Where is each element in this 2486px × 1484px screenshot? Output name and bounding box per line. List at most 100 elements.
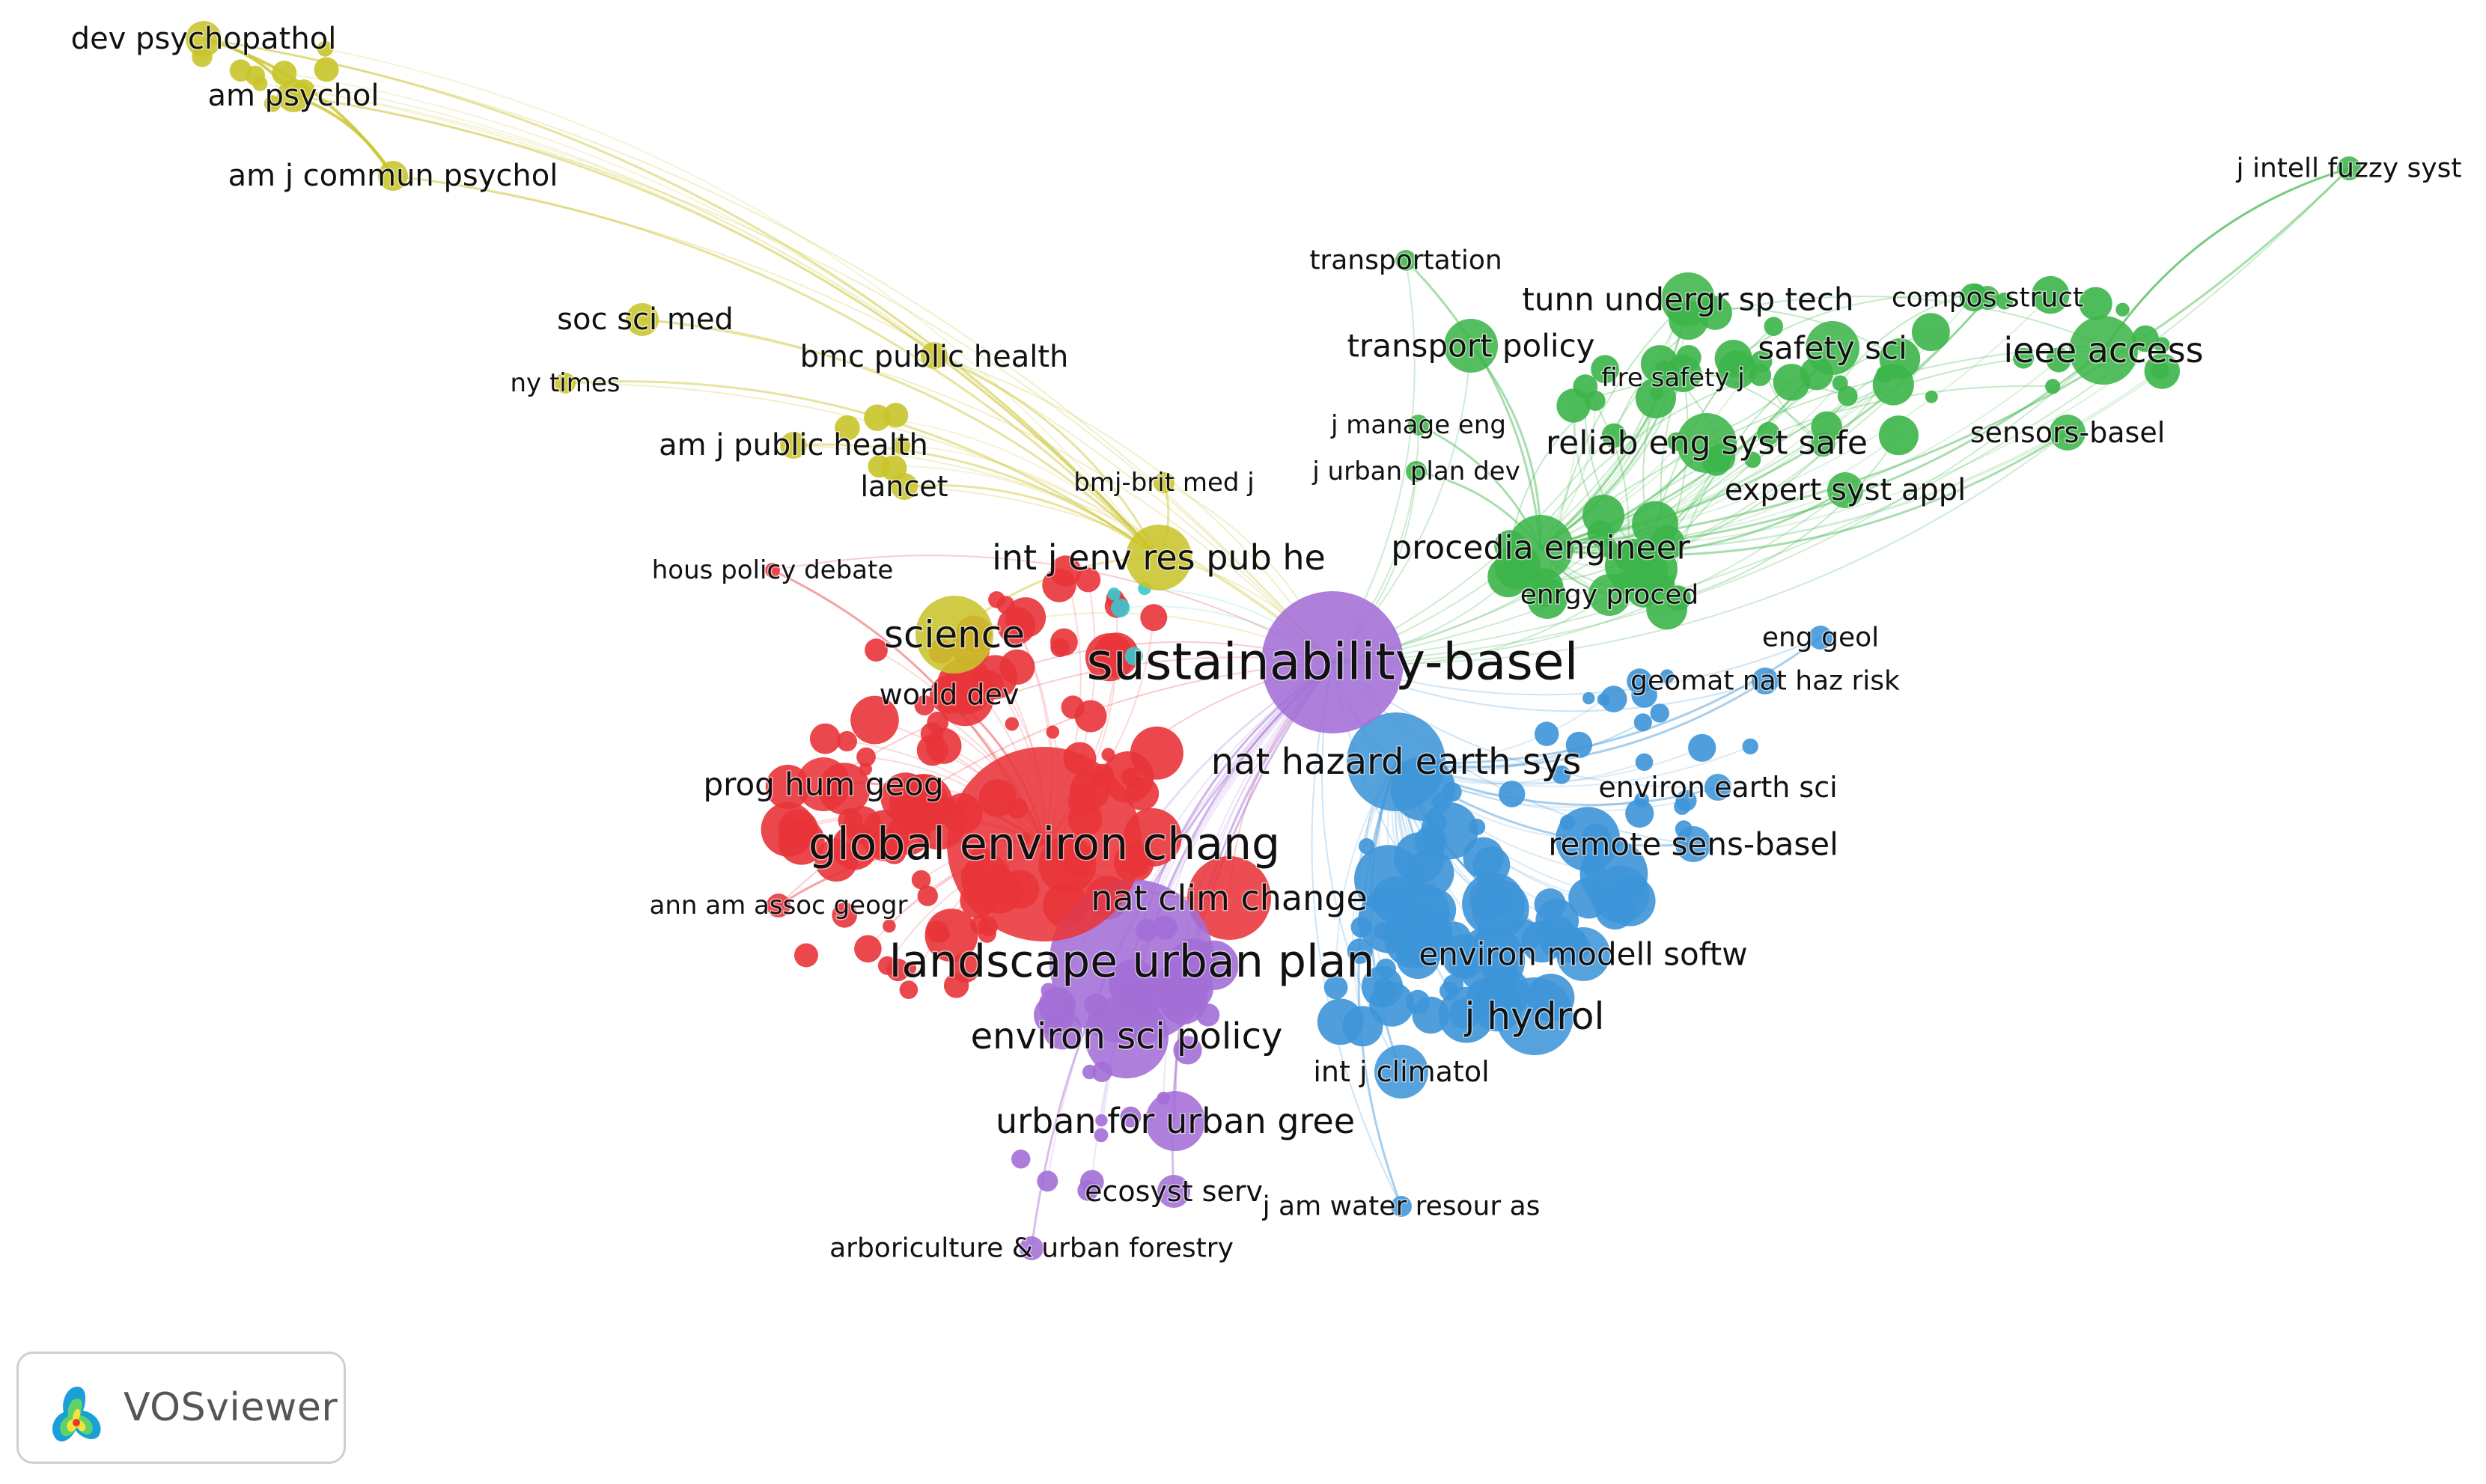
label-tunn-undergr-sp-tech[interactable]: tunn undergr sp tech [1521,280,1855,319]
label-science[interactable]: science [883,612,1026,658]
node-unlabeled-blue-168[interactable] [1635,753,1654,772]
node-nat-clim-change[interactable] [1187,856,1271,940]
label-global-environ-chang[interactable]: global environ chang [807,817,1281,872]
node-global-environ-chang[interactable] [947,747,1142,941]
node-am-psychol[interactable] [277,79,310,112]
label-environ-sci-policy[interactable]: environ sci policy [969,1015,1284,1059]
node-unlabeled-blue-170[interactable] [1633,713,1652,732]
node-unlabeled-green-248[interactable] [1585,391,1606,411]
node-unlabeled-blue-130[interactable] [1350,916,1372,938]
label-safety-sci[interactable]: safety sci [1757,329,1909,367]
node-j-manage-eng[interactable] [1408,415,1429,436]
node-reliab-eng-syst-safe[interactable] [1677,413,1737,473]
node-science[interactable] [916,596,993,674]
label-enrgy-proced[interactable]: enrgy proced [1519,578,1699,611]
node-unlabeled-yellow-310[interactable] [868,455,891,478]
node-j-hydrol[interactable] [1496,977,1573,1055]
node-unlabeled-red-88[interactable] [877,956,897,975]
node-unlabeled-blue-172[interactable] [1565,731,1593,759]
label-landscape-urban-plan[interactable]: landscape urban plan [888,935,1376,989]
label-remote-sens-basel[interactable]: remote sens-basel [1547,825,1840,864]
node-unlabeled-red-78[interactable] [917,885,939,906]
node-safety-sci[interactable] [1806,321,1859,375]
node-arboriculture-urban-forestry[interactable] [1020,1236,1044,1260]
node-unlabeled-blue-188[interactable] [1347,938,1373,964]
node-unlabeled-blue-132[interactable] [1499,781,1526,807]
node-unlabeled-blue-181[interactable] [1405,989,1431,1015]
node-sustainability-basel[interactable] [1261,591,1404,733]
label-soc-sci-med[interactable]: soc sci med [556,302,735,338]
node-unlabeled-blue-171[interactable] [1600,685,1627,712]
label-reliab-eng-syst-safe[interactable]: reliab eng syst safe [1545,423,1869,463]
node-j-am-water-resour-as[interactable] [1391,1196,1412,1217]
node-unlabeled-cyan-311[interactable] [1124,647,1144,666]
label-j-am-water-resour-as[interactable]: j am water resour as [1261,1190,1541,1223]
node-unlabeled-red-66[interactable] [927,711,949,733]
node-unlabeled-green-257[interactable] [2132,325,2159,352]
node-transport-policy[interactable] [1444,319,1498,373]
node-unlabeled-yellow-300[interactable] [317,40,333,57]
node-unlabeled-green-233[interactable] [1811,432,1835,457]
node-urban-for-urban-gree[interactable] [1145,1091,1205,1151]
label-bmj-brit-med-j[interactable]: bmj-brit med j [1073,467,1255,499]
node-unlabeled-red-82[interactable] [854,935,882,963]
label-nat-hazard-earth-sys[interactable]: nat hazard earth sys [1210,740,1582,784]
node-unlabeled-red-63[interactable] [778,818,825,865]
node-unlabeled-blue-176[interactable] [1552,765,1571,784]
node-unlabeled-purple-275[interactable] [1041,983,1057,998]
node-am-j-commun-psychol[interactable] [378,161,408,191]
label-sustainability-basel[interactable]: sustainability-basel [1085,632,1579,693]
node-unlabeled-red-76[interactable] [883,919,896,933]
node-unlabeled-red-103[interactable] [988,591,1005,608]
node-unlabeled-red-37[interactable] [1005,717,1020,731]
label-ecosyst-serv[interactable]: ecosyst serv [1084,1174,1264,1209]
node-unlabeled-red-67[interactable] [859,762,873,776]
node-unlabeled-green-232[interactable] [1675,345,1701,370]
node-unlabeled-green-242[interactable] [1764,317,1784,337]
node-unlabeled-green-237[interactable] [1925,390,1938,403]
node-j-urban-plan-dev[interactable] [1406,461,1427,482]
node-unlabeled-green-244[interactable] [1757,421,1780,445]
label-bmc-public-health[interactable]: bmc public health [799,339,1070,376]
label-world-dev[interactable]: world dev [878,677,1020,712]
node-unlabeled-cyan-313[interactable] [1107,587,1121,601]
node-unlabeled-purple-288[interactable] [1095,1114,1108,1127]
node-unlabeled-blue-166[interactable] [1650,703,1669,723]
node-unlabeled-blue-155[interactable] [1498,889,1515,906]
node-unlabeled-red-36[interactable] [865,638,888,662]
node-unlabeled-yellow-302[interactable] [272,61,297,86]
node-unlabeled-blue-136[interactable] [1469,818,1486,836]
label-environ-earth-sci[interactable]: environ earth sci [1597,770,1838,805]
node-geomat-nat-haz-risk[interactable] [1752,668,1779,694]
node-ieee-access[interactable] [2069,316,2138,385]
node-unlabeled-green-246[interactable] [1837,385,1858,406]
node-ecosyst-serv[interactable] [1157,1175,1190,1208]
node-unlabeled-green-263[interactable] [2045,379,2061,394]
node-eng-geol[interactable] [1809,626,1832,650]
node-unlabeled-red-34[interactable] [1046,725,1060,739]
node-unlabeled-purple-283[interactable] [1196,1003,1220,1027]
node-unlabeled-blue-173[interactable] [1627,668,1653,694]
label-hous-policy-debate[interactable]: hous policy debate [651,555,895,587]
node-unlabeled-blue-192[interactable] [1317,998,1364,1045]
label-lancet[interactable]: lancet [859,469,949,504]
node-unlabeled-red-79[interactable] [904,962,917,975]
node-sensors-basel[interactable] [2050,415,2086,451]
label-int-j-env-res-pub-he[interactable]: int j env res pub he [991,537,1327,579]
node-unlabeled-blue-134[interactable] [1472,846,1511,885]
node-unlabeled-blue-152[interactable] [1471,879,1529,938]
node-enrgy-proced[interactable] [1588,574,1630,616]
node-unlabeled-green-265[interactable] [2115,302,2130,317]
label-j-hydrol[interactable]: j hydrol [1463,994,1606,1039]
node-unlabeled-green-217[interactable] [1582,494,1624,537]
node-unlabeled-red-81[interactable] [970,916,988,934]
node-unlabeled-green-218[interactable] [1665,585,1691,611]
node-unlabeled-red-10[interactable] [914,695,935,715]
node-unlabeled-blue-145[interactable] [1393,832,1445,884]
node-j-intell-fuzzy-syst[interactable] [2337,156,2361,180]
node-unlabeled-yellow-309[interactable] [883,403,909,428]
label-prog-hum-geog[interactable]: prog hum geog [702,765,945,804]
node-unlabeled-yellow-306[interactable] [864,404,891,431]
node-int-j-climatol[interactable] [1374,1045,1428,1099]
